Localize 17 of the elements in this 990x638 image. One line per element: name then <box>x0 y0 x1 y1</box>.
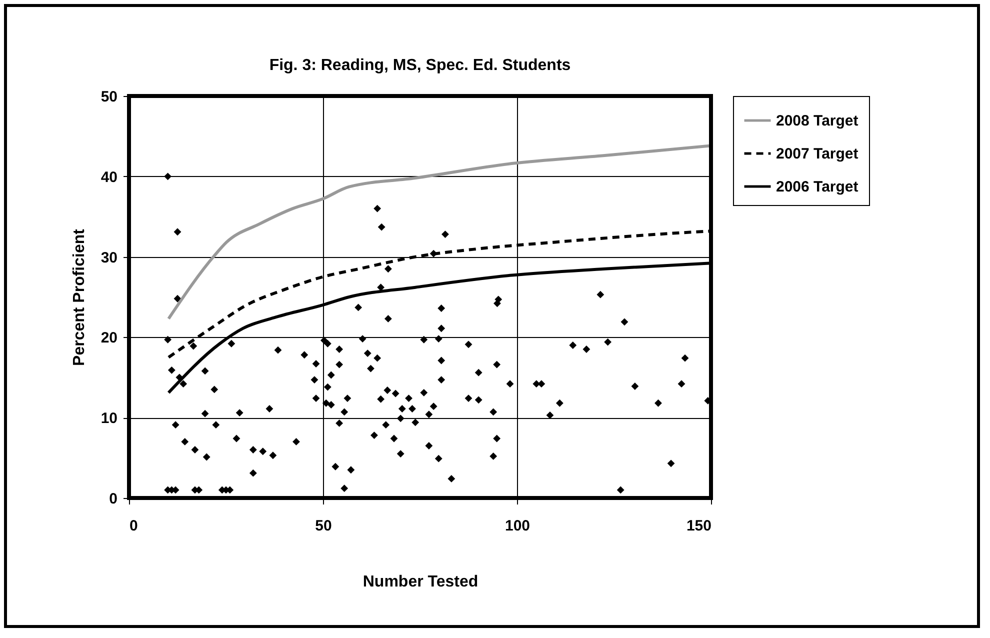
chart-title: Fig. 3: Reading, MS, Spec. Ed. Students <box>269 57 571 74</box>
legend-label: 2008 Target <box>776 112 858 130</box>
y-tick-label: 0 <box>109 490 118 508</box>
x-tick-label: 150 <box>686 518 712 534</box>
x-axis-title: Number Tested <box>362 574 478 590</box>
x-tick-label: 100 <box>504 518 530 534</box>
x-tick-label: 0 <box>130 518 138 534</box>
legend-label: 2006 Target <box>776 178 858 196</box>
y-tick-label: 10 <box>100 410 118 428</box>
line-series <box>167 144 711 320</box>
legend-label: 2007 Target <box>776 146 858 162</box>
y-tick-label: 40 <box>100 168 118 186</box>
y-tick-label: 50 <box>100 88 118 106</box>
x-tick-label: 50 <box>315 518 332 534</box>
y-tick-label: 30 <box>100 249 118 266</box>
y-axis-title: Percent Proficient <box>70 228 88 366</box>
y-tick-label: 20 <box>100 330 118 347</box>
